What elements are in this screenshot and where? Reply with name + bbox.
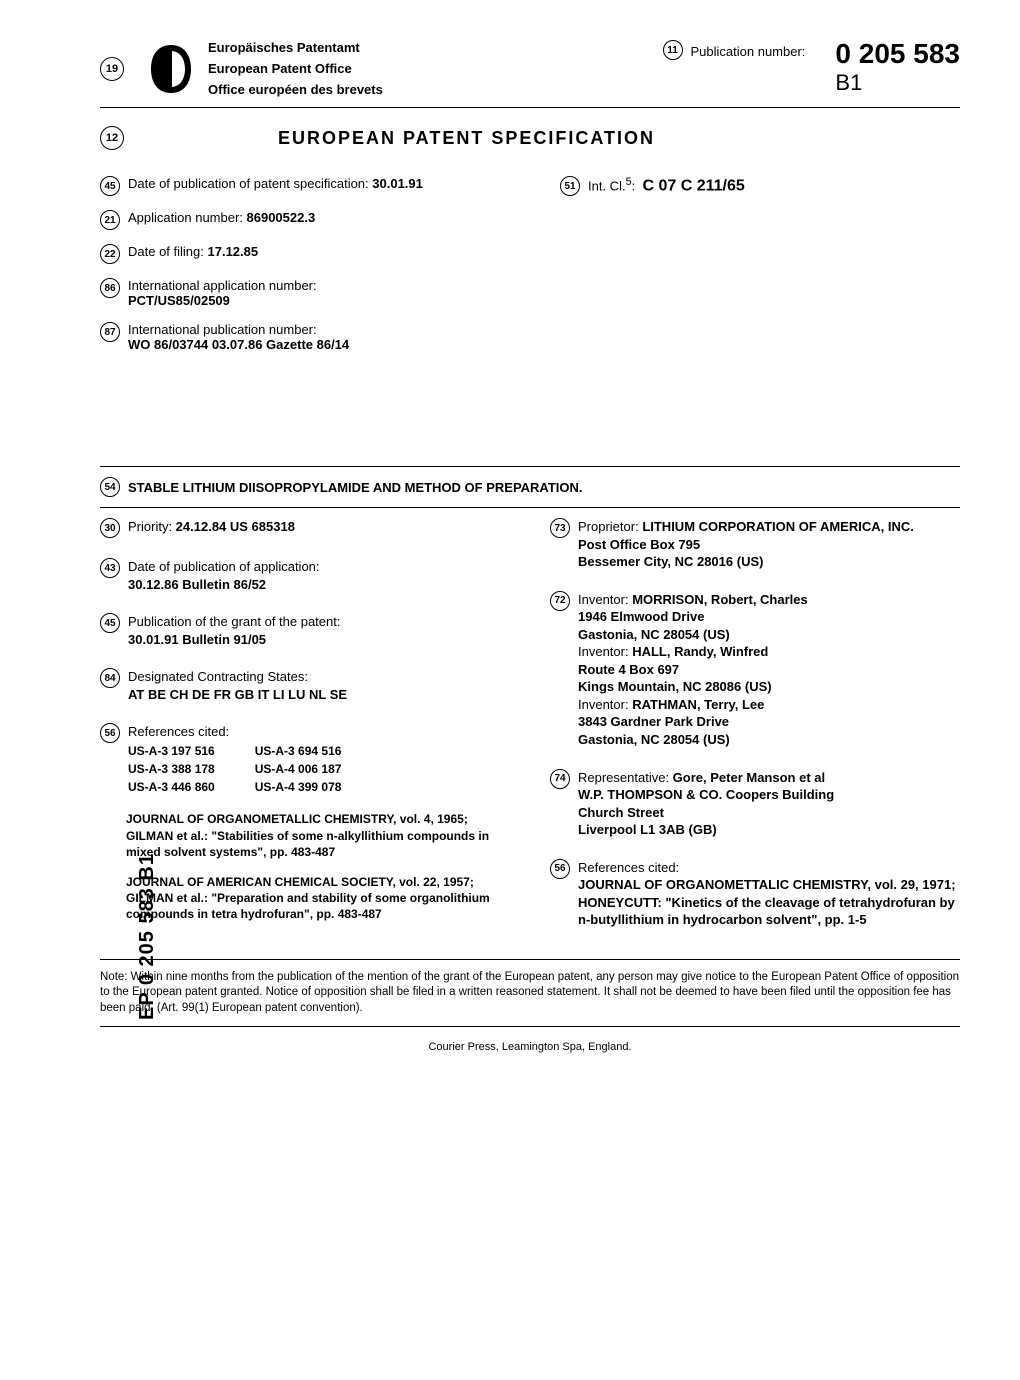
lower-left-column: 30 Priority: 24.12.84 US 685318 43 Date … <box>100 518 510 949</box>
field-86-label: International application number:PCT/US8… <box>128 278 317 308</box>
field-12-num: 12 <box>100 126 124 150</box>
kind-code: B1 <box>835 70 960 96</box>
proprietor: Proprietor: LITHIUM CORPORATION OF AMERI… <box>578 518 914 571</box>
footer-printer: Courier Press, Leamington Spa, England. <box>100 1041 960 1053</box>
opposition-note: Note: Within nine months from the public… <box>100 970 960 1017</box>
field-84-num: 84 <box>100 668 120 688</box>
journal-ref-2: JOURNAL OF AMERICAN CHEMICAL SOCIETY, vo… <box>126 874 510 923</box>
field-73-num: 73 <box>550 518 570 538</box>
field-21-num: 21 <box>100 210 120 230</box>
field-22-label: Date of filing: 17.12.85 <box>128 244 258 259</box>
field-56b-num: 56 <box>550 859 570 879</box>
field-54-num: 54 <box>100 477 120 497</box>
pub-number-label: Publication number: <box>691 44 806 59</box>
spine-code: EP 0 205 583 B1 <box>136 853 159 1020</box>
ref-item: US-A-3 197 516 <box>128 743 215 759</box>
doc-title: EUROPEAN PATENT SPECIFICATION <box>278 128 655 149</box>
office-name-de: Europäisches Patentamt <box>208 40 383 55</box>
divider <box>100 107 960 108</box>
office-name-en: European Patent Office <box>208 61 383 76</box>
inventors: Inventor: MORRISON, Robert, Charles 1946… <box>578 591 808 749</box>
intcl-label: Int. Cl.5: C 07 C 211/65 <box>588 176 745 195</box>
field-87-label: International publication number:WO 86/0… <box>128 322 349 352</box>
ref-item: US-A-3 388 178 <box>128 761 215 777</box>
field-30-num: 30 <box>100 518 120 538</box>
field-19-num: 19 <box>100 57 124 81</box>
priority: Priority: 24.12.84 US 685318 <box>128 518 295 536</box>
references-cited: References cited: US-A-3 197 516 US-A-3 … <box>128 723 341 803</box>
ref-item: US-A-4 399 078 <box>255 779 342 795</box>
field-45b-num: 45 <box>100 613 120 633</box>
field-51-num: 51 <box>560 176 580 196</box>
epo-logo <box>148 43 194 95</box>
field-86-num: 86 <box>100 278 120 298</box>
designated-states: Designated Contracting States:AT BE CH D… <box>128 668 347 703</box>
field-45-label: Date of publication of patent specificat… <box>128 176 423 191</box>
pub-number: 0 205 583 <box>835 40 960 68</box>
journal-ref-1: JOURNAL OF ORGANOMETALLIC CHEMISTRY, vol… <box>126 811 510 860</box>
references-cited-2: References cited: JOURNAL OF ORGANOMETTA… <box>578 859 960 929</box>
field-43-num: 43 <box>100 558 120 578</box>
lower-right-column: 73 Proprietor: LITHIUM CORPORATION OF AM… <box>550 518 960 949</box>
pub-of-application: Date of publication of application:30.12… <box>128 558 320 593</box>
field-22-num: 22 <box>100 244 120 264</box>
divider <box>100 507 960 508</box>
upper-left-fields: 45 Date of publication of patent specifi… <box>100 176 500 366</box>
ref-item: US-A-3 694 516 <box>255 743 342 759</box>
office-name-fr: Office européen des brevets <box>208 82 383 97</box>
field-45-num: 45 <box>100 176 120 196</box>
ref-item: US-A-3 446 860 <box>128 779 215 795</box>
field-56-num: 56 <box>100 723 120 743</box>
pub-of-grant: Publication of the grant of the patent:3… <box>128 613 340 648</box>
field-11-num: 11 <box>663 40 683 60</box>
field-87-num: 87 <box>100 322 120 342</box>
ref-item: US-A-4 006 187 <box>255 761 342 777</box>
invention-title: STABLE LITHIUM DIISOPROPYLAMIDE AND METH… <box>128 480 583 495</box>
divider <box>100 466 960 467</box>
header: 19 Europäisches Patentamt European Paten… <box>100 40 960 97</box>
field-21-label: Application number: 86900522.3 <box>128 210 315 225</box>
field-74-num: 74 <box>550 769 570 789</box>
representative: Representative: Gore, Peter Manson et al… <box>578 769 834 839</box>
field-72-num: 72 <box>550 591 570 611</box>
divider <box>100 1026 960 1027</box>
divider <box>100 959 960 960</box>
